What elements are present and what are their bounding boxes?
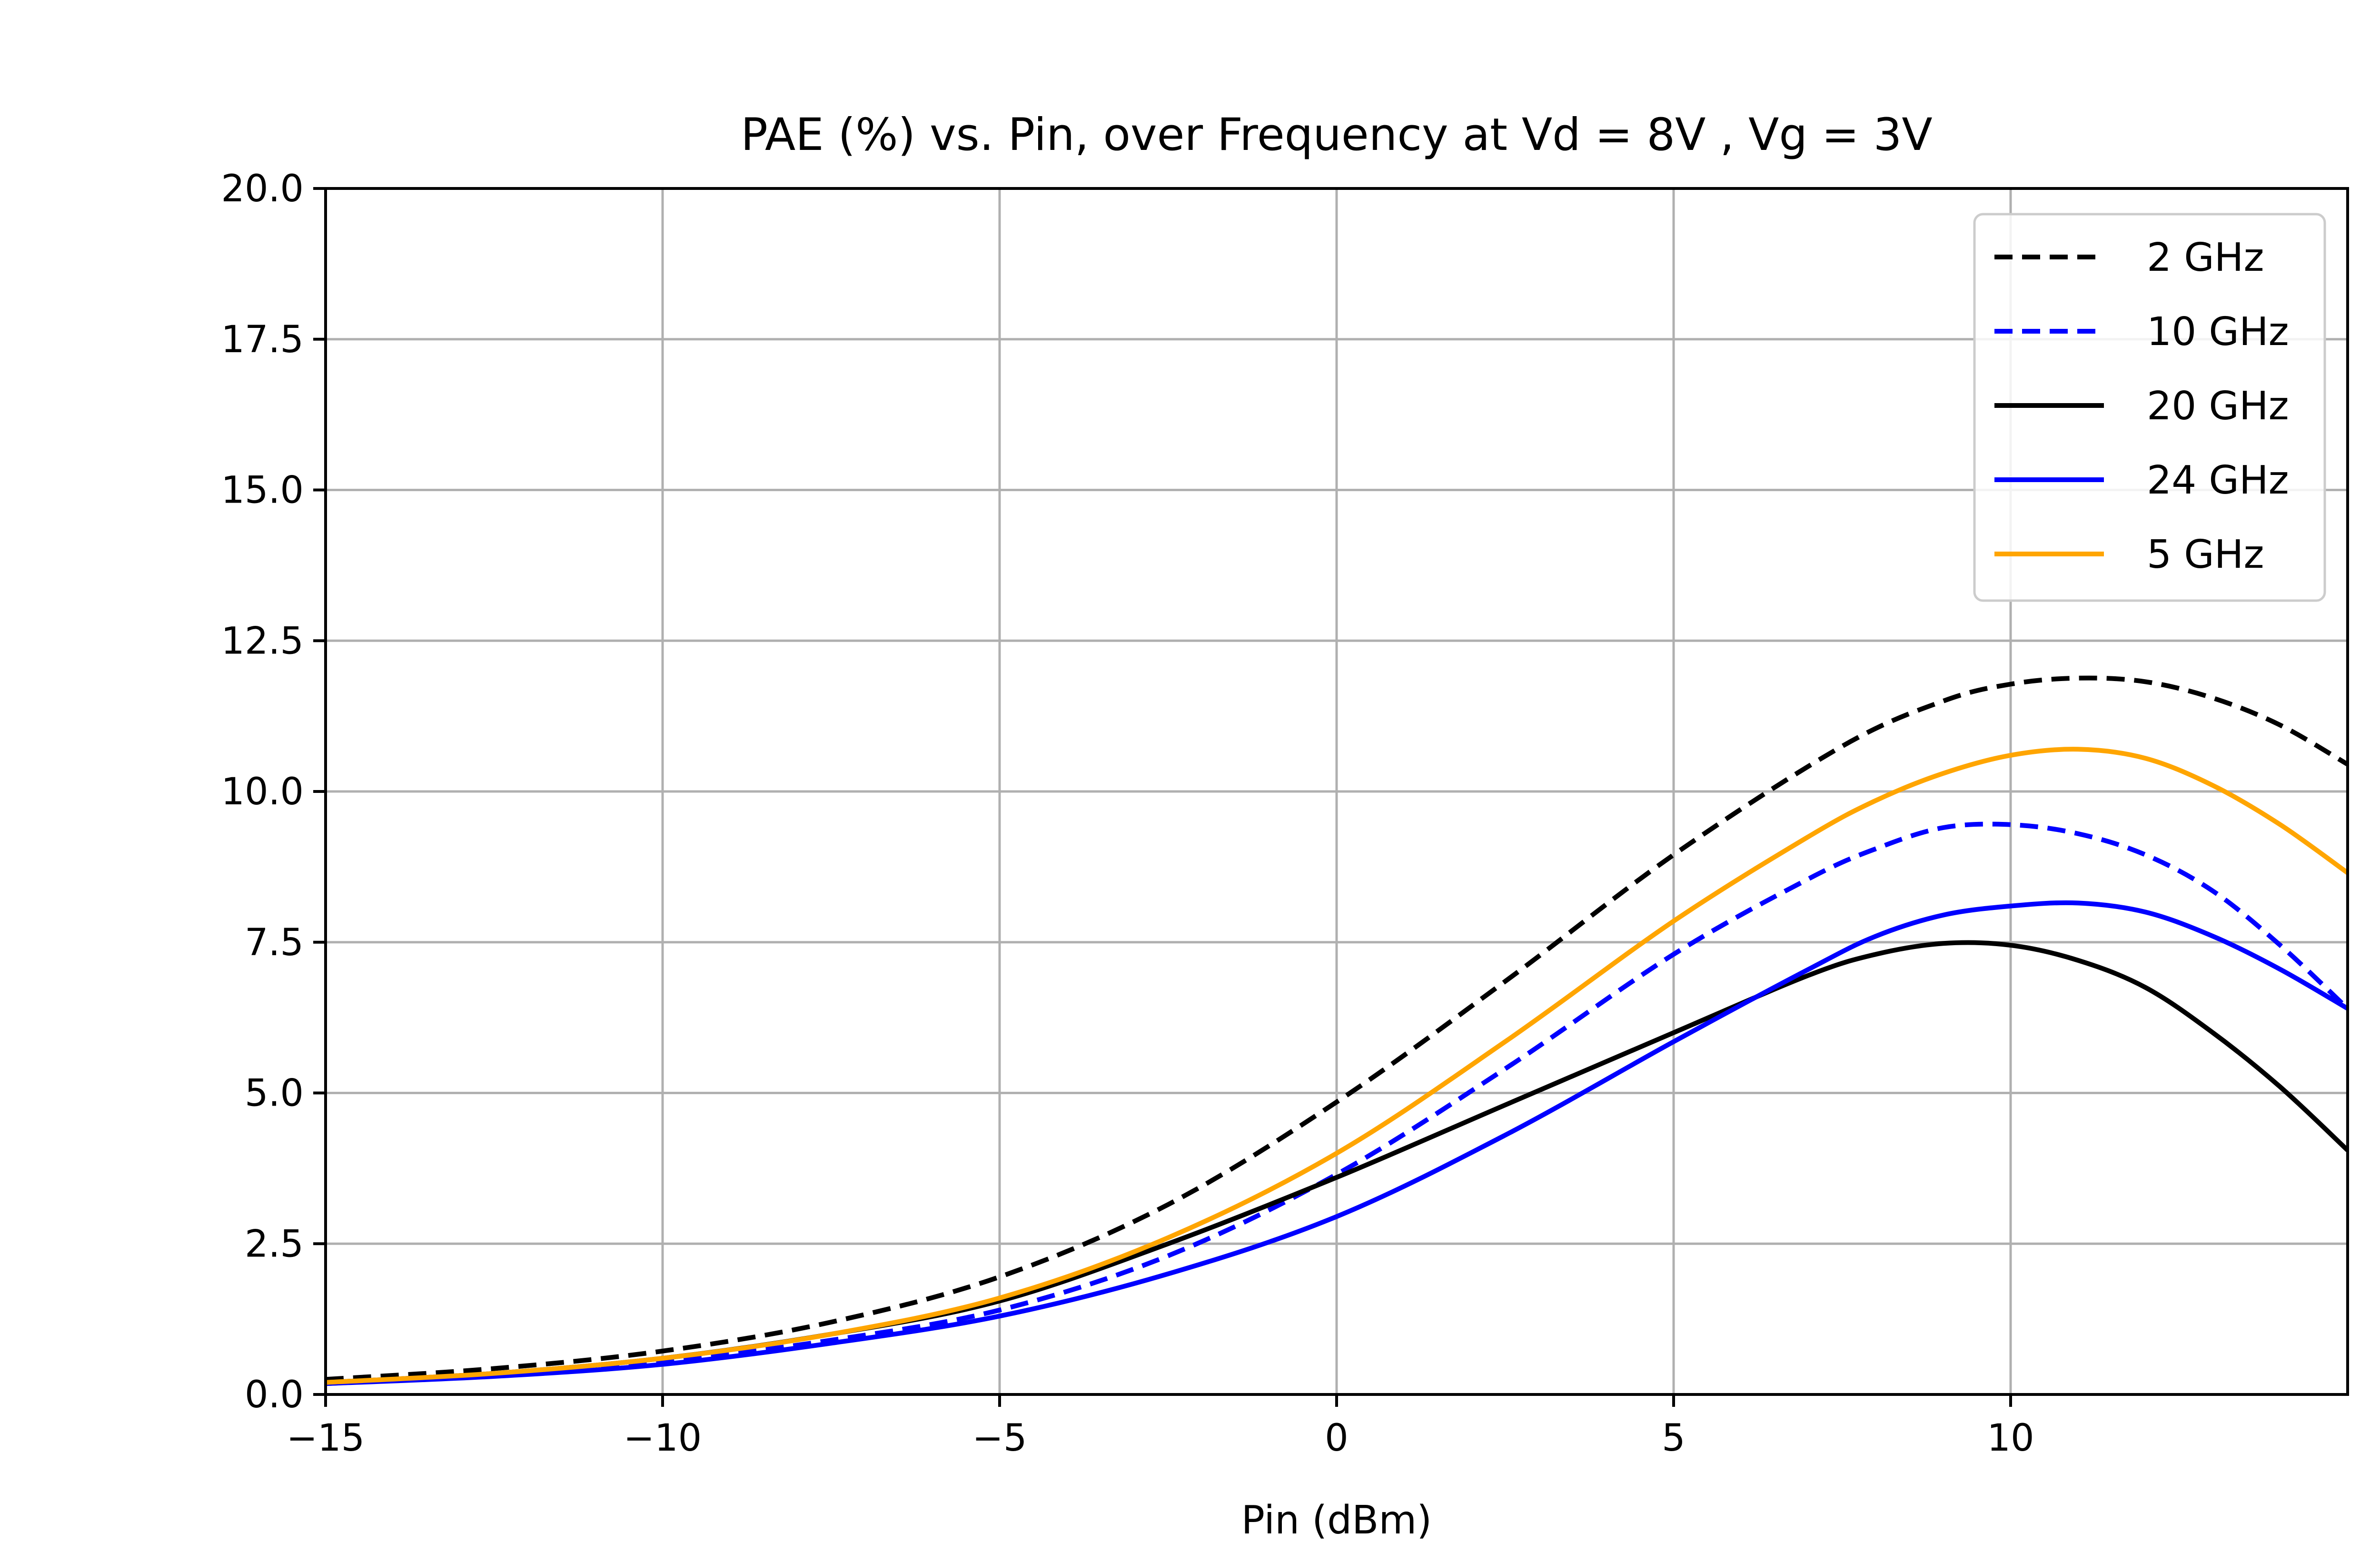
y-tick-label: 0.0 [245, 1374, 304, 1416]
series-line-24-ghz [326, 900, 2348, 1386]
x-tick-label: −15 [287, 1417, 365, 1460]
legend: 2 GHz 10 GHz 20 GHz 24 GHz 5 GHz [1973, 213, 2326, 602]
series-layer [326, 675, 2348, 1386]
series-line-10-ghz [326, 821, 2348, 1386]
x-tick-label: −5 [972, 1417, 1027, 1460]
legend-label: 24 GHz [2147, 458, 2289, 503]
y-tick-label: 7.5 [245, 921, 304, 964]
legend-label: 10 GHz [2147, 309, 2289, 355]
y-tick-label: 2.5 [245, 1223, 304, 1265]
legend-label: 20 GHz [2147, 384, 2289, 429]
legend-label: 2 GHz [2147, 235, 2264, 280]
chart-title: PAE (%) vs. Pin, over Frequency at Vd = … [741, 109, 1932, 161]
series-line-5-ghz [326, 747, 2348, 1385]
legend-box [1973, 213, 2326, 602]
y-tick-label: 10.0 [221, 771, 304, 813]
x-tick-label: −10 [624, 1417, 702, 1460]
x-axis-label: Pin (dBm) [1241, 1498, 1432, 1542]
y-tick-label: 5.0 [245, 1072, 304, 1115]
y-tick-label: 15.0 [221, 469, 304, 512]
y-tick-label: 17.5 [221, 318, 304, 361]
y-tick-label: 20.0 [221, 168, 304, 210]
tick-layer: −15 −10 −5 0 5 10 0.0 2.5 5.0 7.5 10.0 12.5 15.0 17.5… [221, 168, 2034, 1460]
x-tick-label: 10 [1987, 1417, 2034, 1460]
series-line-2-ghz [326, 675, 2348, 1382]
x-tick-label: 0 [1325, 1417, 1349, 1460]
legend-label: 5 GHz [2147, 532, 2264, 577]
x-tick-label: 5 [1662, 1417, 1686, 1460]
y-tick-label: 12.5 [221, 620, 304, 662]
